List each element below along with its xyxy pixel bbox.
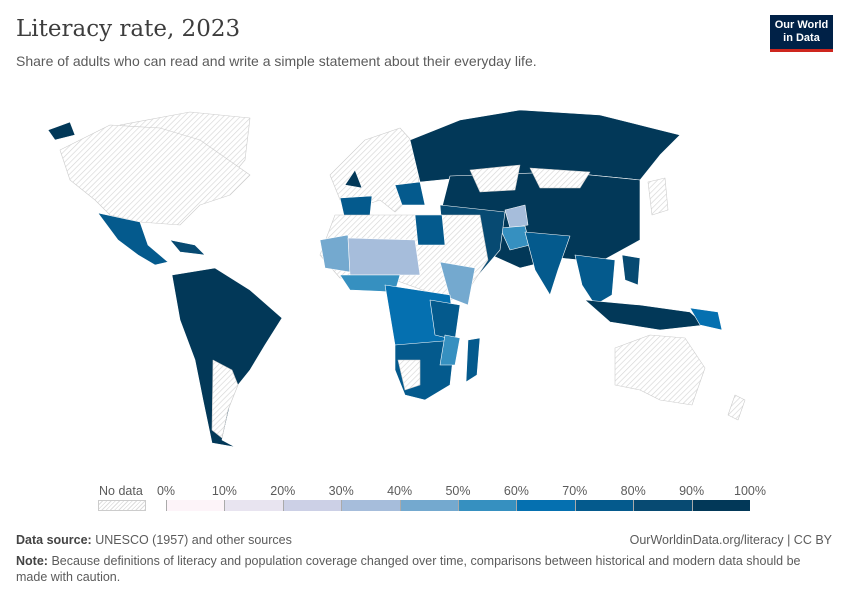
legend-tick-label: 20% (270, 484, 296, 498)
region-new-zealand[interactable] (727, 394, 746, 421)
legend-bin[interactable] (224, 500, 283, 511)
region-uk[interactable] (344, 169, 363, 189)
region-balkans[interactable] (394, 181, 426, 206)
no-data-label: No data (99, 484, 143, 498)
region-namibia-hatched[interactable] (397, 359, 421, 391)
region-mozambique[interactable] (439, 334, 461, 366)
legend-tick-label: 70% (562, 484, 588, 498)
legend-bin[interactable] (341, 500, 400, 511)
region-egypt[interactable] (414, 214, 446, 246)
note-text: Because definitions of literacy and popu… (16, 554, 801, 584)
region-indonesia[interactable] (584, 299, 706, 331)
region-india[interactable] (524, 231, 571, 296)
legend: No data 0% 10% 20% 30% 40% 50% 60% 70% 80% 90% 100… (0, 484, 850, 514)
region-west-africa-coast[interactable] (319, 234, 351, 273)
legend-tick-label: 100% (734, 484, 766, 498)
region-afghanistan[interactable] (504, 204, 529, 229)
region-australia[interactable] (614, 334, 706, 406)
region-south-america[interactable] (171, 267, 283, 448)
chart-title: Literacy rate, 2023 (16, 16, 241, 42)
no-data-swatch[interactable] (98, 500, 146, 511)
legend-tick-label: 30% (328, 484, 354, 498)
legend-bin[interactable] (691, 500, 750, 511)
region-philippines[interactable] (621, 254, 641, 286)
legend-bin[interactable] (516, 500, 575, 511)
region-japan[interactable] (647, 177, 669, 216)
legend-tick-label: 50% (445, 484, 471, 498)
region-far-east-edge[interactable] (47, 121, 76, 141)
region-mexico[interactable] (97, 212, 169, 266)
logo-text: Our World in Data (774, 19, 829, 44)
legend-bin[interactable] (399, 500, 458, 511)
legend-tick-label: 80% (620, 484, 646, 498)
chart-subtitle: Share of adults who can read and write a… (16, 53, 537, 69)
note: Note: Because definitions of literacy an… (16, 553, 831, 585)
region-horn-of-africa[interactable] (439, 261, 476, 306)
legend-bin[interactable] (282, 500, 342, 511)
legend-tick-label: 0% (156, 484, 176, 498)
region-mongolia[interactable] (529, 167, 591, 189)
source-link[interactable]: OurWorldinData.org/literacy | CC BY (629, 533, 832, 547)
source-text[interactable]: UNESCO (1957) and other sources (95, 533, 292, 547)
region-sahel[interactable] (347, 237, 421, 276)
data-source: Data source: UNESCO (1957) and other sou… (16, 533, 292, 547)
source-label: Data source: (16, 533, 92, 547)
legend-bin[interactable] (574, 500, 634, 511)
region-png[interactable] (689, 307, 723, 331)
owid-logo[interactable]: Our World in Data (770, 15, 833, 52)
legend-tick-label: 90% (679, 484, 705, 498)
region-southeast-asia[interactable] (574, 254, 616, 306)
legend-bin[interactable] (166, 500, 225, 511)
legend-bin[interactable] (633, 500, 692, 511)
legend-bin[interactable] (458, 500, 517, 511)
legend-tick-label: 40% (387, 484, 413, 498)
region-caribbean[interactable] (169, 239, 206, 256)
world-map[interactable] (0, 85, 850, 475)
legend-tick-label: 10% (211, 484, 237, 498)
region-north-america[interactable] (59, 124, 251, 226)
legend-tick-label: 60% (503, 484, 529, 498)
region-southern-cone[interactable] (211, 359, 239, 439)
region-madagascar[interactable] (465, 337, 481, 383)
region-central-asia-hatched[interactable] (469, 164, 521, 193)
note-label: Note: (16, 554, 48, 568)
